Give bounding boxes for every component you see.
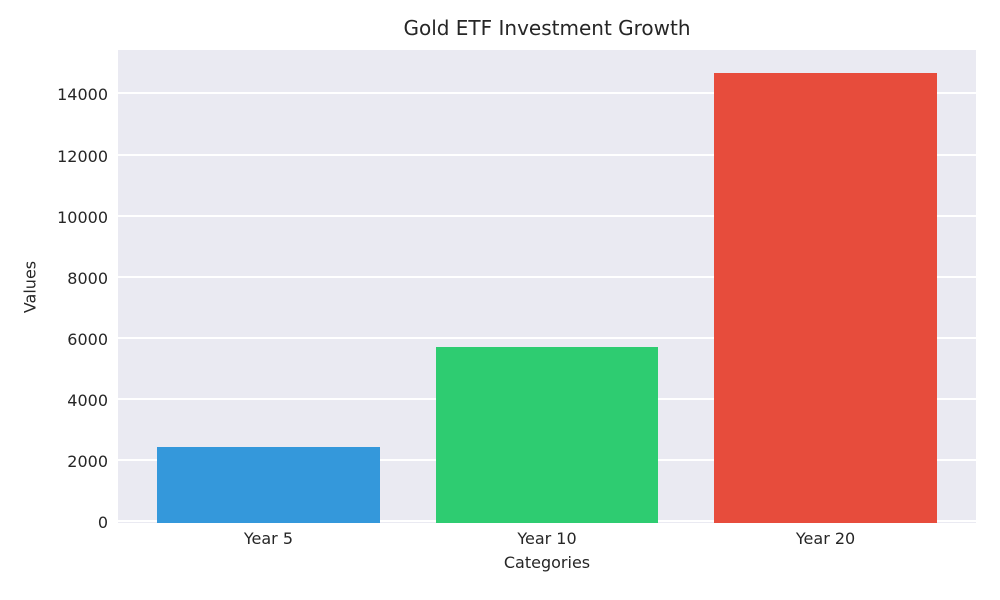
gridline (118, 336, 976, 339)
y-tick-label: 2000 (67, 451, 108, 471)
gridline (118, 275, 976, 278)
y-tick-label: 10000 (57, 207, 108, 227)
x-axis-label: Categories (503, 553, 591, 572)
x-tick-label: Year 5 (243, 529, 293, 548)
y-tick-label: 4000 (67, 390, 108, 410)
y-tick-label: 0 (97, 513, 108, 532)
y-tick-label: 6000 (67, 329, 108, 349)
chart-title: Gold ETF Investment Growth (403, 16, 691, 40)
y-tick-label: 14000 (57, 85, 108, 105)
plot-area (118, 50, 976, 523)
gridline (118, 214, 976, 217)
bar-year-20 (714, 72, 937, 523)
bar-year-5 (157, 446, 380, 523)
y-tick-label: 12000 (57, 146, 108, 166)
gridline (118, 153, 976, 156)
x-tick-label: Year 10 (517, 529, 577, 548)
y-tick-label: 8000 (67, 268, 108, 288)
gridline (118, 92, 976, 95)
bar-year-10 (435, 347, 659, 523)
x-tick-label: Year 20 (795, 529, 856, 548)
